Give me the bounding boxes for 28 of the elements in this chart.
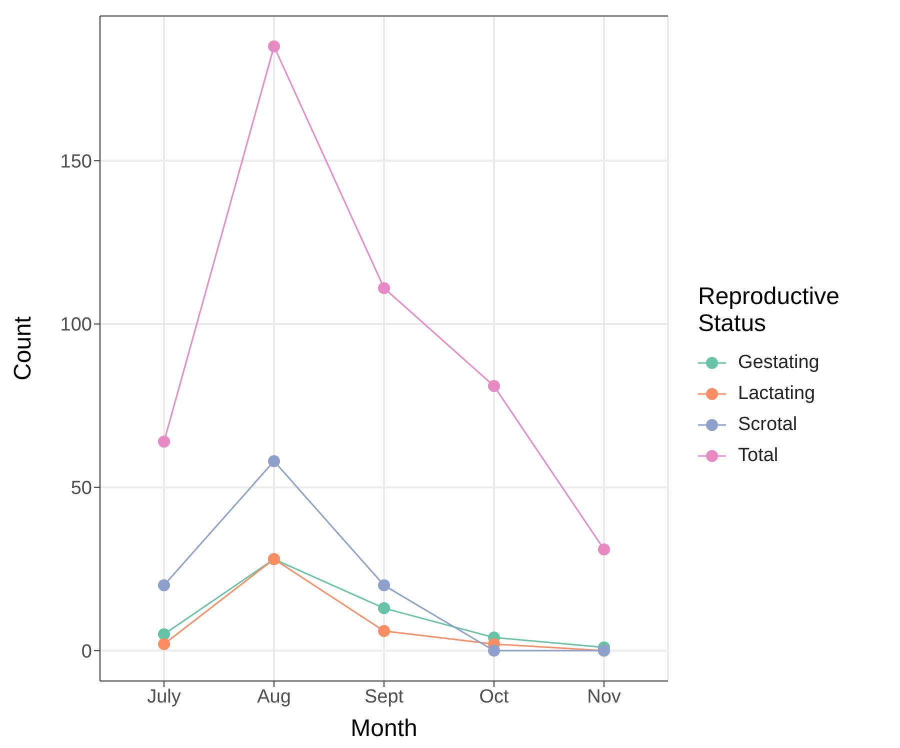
point xyxy=(488,644,500,657)
x-tick-label: July xyxy=(147,686,182,708)
x-tick-label: Nov xyxy=(587,686,622,708)
point xyxy=(378,282,390,294)
point xyxy=(158,638,170,650)
y-tick-label: 50 xyxy=(70,478,92,500)
legend-label: Scrotal xyxy=(737,412,798,436)
point xyxy=(268,40,280,52)
y-tick-label: 0 xyxy=(81,641,92,662)
point xyxy=(378,602,390,614)
point xyxy=(378,579,390,592)
point xyxy=(488,380,500,392)
point xyxy=(598,543,610,556)
y-axis-title: Count xyxy=(10,316,37,381)
x-tick-label: Aug xyxy=(257,686,291,708)
point xyxy=(158,579,170,592)
point xyxy=(378,625,390,638)
legend-label: Lactating xyxy=(737,382,816,406)
x-tick-label: Sept xyxy=(364,686,404,708)
legend-label: Total xyxy=(737,444,780,468)
x-axis-title: Month xyxy=(350,715,418,742)
legend-title: Reproductive Status xyxy=(698,283,840,337)
point xyxy=(158,436,170,448)
y-tick-label: 150 xyxy=(60,151,92,172)
point xyxy=(268,455,280,468)
y-tick-label: 100 xyxy=(60,314,92,336)
legend-label: Gestating xyxy=(737,350,820,374)
x-tick-label: Oct xyxy=(479,686,510,708)
